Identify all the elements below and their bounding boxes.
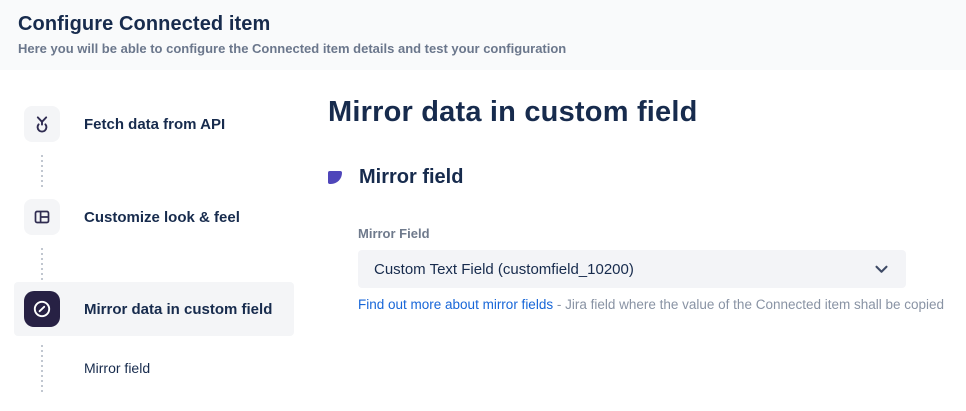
page-title: Configure Connected item: [18, 13, 271, 35]
page-subtitle: Here you will be able to configure the C…: [18, 41, 567, 56]
sidebar-item-fetch-data[interactable]: Fetch data from API: [14, 96, 294, 152]
step-connector: [41, 345, 43, 393]
sidebar-item-label: Fetch data from API: [84, 115, 226, 133]
steps-sidebar: Fetch data from API Customize look & fee…: [14, 96, 294, 397]
section-title: Mirror field: [359, 166, 464, 188]
sidebar-item-label: Mirror data in custom field: [84, 300, 273, 318]
help-description: - Jira field where the value of the Conn…: [556, 297, 945, 312]
sidebar-subitem-mirror-field[interactable]: Mirror field: [84, 360, 151, 376]
step-connector: [41, 248, 43, 280]
help-line: Find out more about mirror fields - Jira…: [358, 297, 966, 312]
api-hook-icon: [24, 106, 60, 142]
mirror-icon: [24, 291, 60, 327]
sidebar-item-customize[interactable]: Customize look & feel: [14, 189, 294, 245]
sidebar-item-mirror-data[interactable]: Mirror data in custom field: [14, 282, 294, 336]
sidebar-item-label: Customize look & feel: [84, 208, 240, 226]
layout-icon: [24, 199, 60, 235]
page-header: Configure Connected item Here you will b…: [0, 0, 966, 70]
main-panel: Mirror data in custom field Mirror field…: [328, 96, 966, 397]
content: Fetch data from API Customize look & fee…: [0, 70, 966, 397]
selected-option: Custom Text Field (customfield_10200): [374, 260, 634, 278]
mirror-field-form: Mirror Field Custom Text Field (customfi…: [358, 226, 966, 312]
mirror-field-select[interactable]: Custom Text Field (customfield_10200): [358, 250, 906, 288]
sidebar-subitem-row: Mirror field: [14, 345, 294, 397]
section-bullet-icon: [328, 171, 342, 184]
mirror-field-label: Mirror Field: [358, 226, 430, 241]
chevron-down-icon: [875, 265, 888, 274]
mirror-fields-help-link[interactable]: Find out more about mirror fields: [358, 297, 554, 312]
main-title: Mirror data in custom field: [328, 96, 698, 128]
section-header: Mirror field: [328, 166, 966, 189]
step-connector: [41, 155, 43, 187]
